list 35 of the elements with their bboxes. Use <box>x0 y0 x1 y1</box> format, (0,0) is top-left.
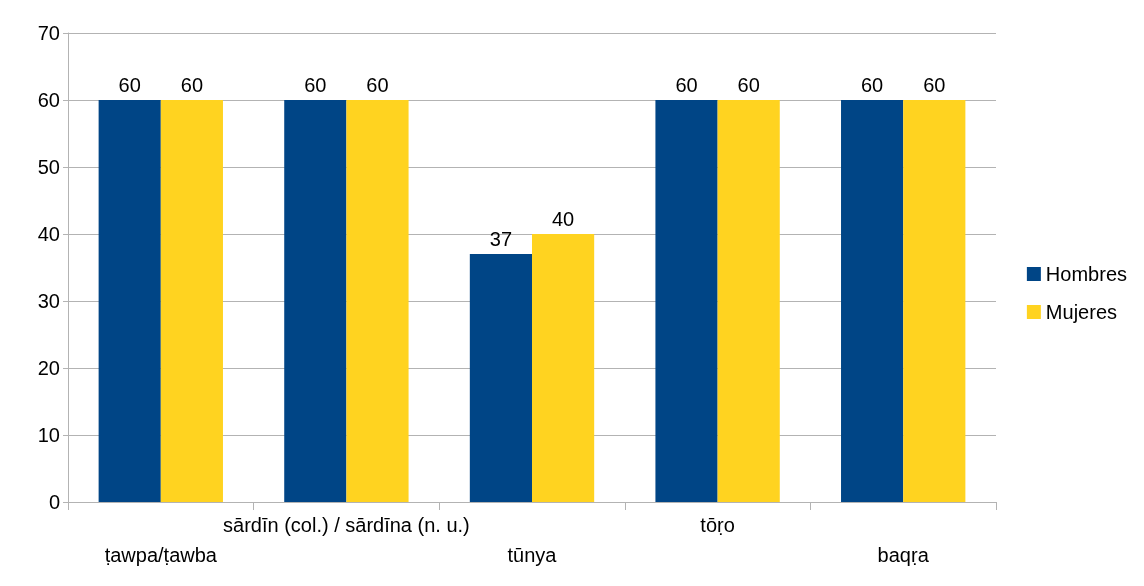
x-tick-label: tōṛo <box>700 514 735 536</box>
y-tick-label: 60 <box>37 89 60 111</box>
y-tick-label: 70 <box>37 22 60 44</box>
bar <box>346 100 409 502</box>
legend-label: Hombres <box>1045 263 1128 285</box>
data-label: 37 <box>489 228 513 251</box>
data-label: 40 <box>551 208 575 230</box>
bar <box>717 100 780 502</box>
data-label: 60 <box>923 74 946 96</box>
y-tick-label: 50 <box>37 156 60 178</box>
bar <box>841 100 904 502</box>
data-label: 60 <box>737 74 760 96</box>
legend-label: Mujeres <box>1045 301 1118 323</box>
data-label: 60 <box>675 74 698 96</box>
bar <box>160 100 223 502</box>
y-tick-label: 10 <box>37 424 60 446</box>
bar <box>903 100 966 502</box>
x-tick-label: tūnya <box>507 544 558 566</box>
data-label: 60 <box>366 74 389 96</box>
y-tick-label: 0 <box>48 491 60 513</box>
y-tick-label: 20 <box>37 357 60 379</box>
y-tick-label: 40 <box>37 223 60 245</box>
data-label: 60 <box>304 74 327 96</box>
x-tick-label: baqṛa <box>877 544 930 566</box>
data-label: 60 <box>118 74 141 96</box>
bar <box>655 100 718 502</box>
bar <box>532 234 595 502</box>
data-label: 60 <box>860 74 884 96</box>
x-tick-label: ṭawpa/ṭawba <box>104 544 218 566</box>
y-tick-label: 30 <box>37 290 60 312</box>
bar <box>284 100 347 502</box>
x-tick-label: sārdīn (col.) / sārdīna (n. u.) <box>223 514 470 536</box>
bar <box>98 100 161 502</box>
bar <box>469 254 532 502</box>
data-label: 60 <box>180 74 204 96</box>
